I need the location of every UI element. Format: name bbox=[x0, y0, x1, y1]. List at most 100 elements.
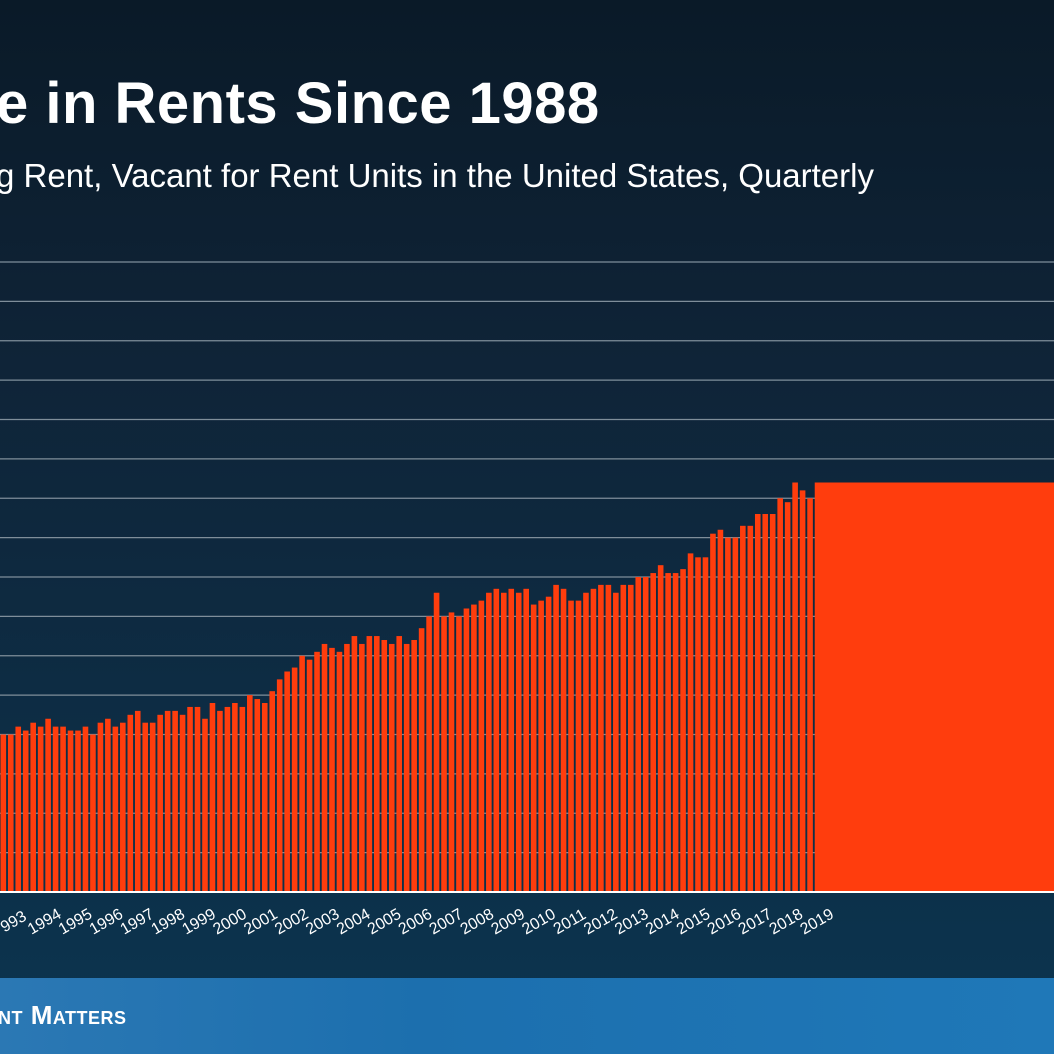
bar bbox=[590, 588, 597, 892]
bar bbox=[336, 651, 343, 892]
bar bbox=[45, 718, 51, 892]
chart-subtitle: g Rent, Vacant for Rent Units in the Uni… bbox=[0, 157, 874, 194]
bar bbox=[747, 525, 754, 892]
brand-logo-text: nt Matters bbox=[0, 1000, 127, 1030]
bar bbox=[209, 703, 216, 892]
bar bbox=[523, 588, 529, 892]
bar bbox=[695, 557, 701, 892]
bar bbox=[575, 600, 582, 892]
bar bbox=[82, 726, 89, 892]
chart-title: e in Rents Since 1988 bbox=[0, 71, 600, 136]
bar bbox=[762, 514, 769, 892]
bar bbox=[702, 557, 709, 892]
bar bbox=[441, 616, 447, 892]
bar bbox=[157, 714, 163, 892]
bar bbox=[680, 569, 686, 892]
bar bbox=[754, 514, 761, 892]
bar bbox=[500, 592, 507, 892]
footer-bar: nt Matters bbox=[0, 978, 1054, 1054]
bar bbox=[433, 592, 440, 892]
bar bbox=[344, 643, 350, 892]
bar bbox=[164, 710, 171, 892]
bar bbox=[568, 600, 574, 892]
bar bbox=[321, 643, 328, 892]
bar bbox=[60, 726, 66, 892]
bar bbox=[553, 584, 559, 892]
bar bbox=[120, 722, 126, 892]
bar bbox=[127, 714, 134, 892]
bar bbox=[777, 498, 783, 892]
bar bbox=[359, 643, 365, 892]
bar bbox=[388, 643, 395, 892]
bar bbox=[276, 679, 283, 892]
bar bbox=[717, 529, 724, 892]
bar bbox=[530, 604, 537, 892]
bar bbox=[605, 584, 612, 892]
bar bbox=[142, 722, 149, 892]
bar bbox=[239, 706, 246, 892]
bar bbox=[232, 703, 238, 892]
bar bbox=[515, 592, 522, 892]
bar bbox=[486, 592, 492, 892]
bar bbox=[545, 596, 552, 892]
bar bbox=[291, 667, 298, 892]
bar bbox=[299, 655, 305, 892]
bar bbox=[217, 710, 223, 892]
bar bbox=[687, 553, 694, 892]
bar bbox=[508, 588, 515, 892]
bar bbox=[194, 706, 201, 892]
bar bbox=[478, 600, 485, 892]
bar bbox=[381, 640, 388, 892]
bar bbox=[740, 525, 746, 892]
bar bbox=[22, 730, 29, 892]
bar bbox=[75, 730, 81, 892]
bar bbox=[97, 722, 104, 892]
bar bbox=[411, 640, 417, 892]
bar bbox=[598, 584, 604, 892]
bar bbox=[7, 734, 14, 892]
bar bbox=[635, 577, 642, 892]
bar bbox=[351, 636, 358, 892]
bar bbox=[732, 537, 739, 892]
bar bbox=[672, 573, 679, 892]
bar bbox=[30, 722, 36, 892]
bar bbox=[792, 482, 798, 892]
bar bbox=[807, 498, 813, 892]
bar bbox=[90, 734, 96, 892]
bar bbox=[560, 588, 567, 892]
bar-chart: 9931994199519961997199819992000200120022… bbox=[0, 261, 1054, 939]
x-tick-label: 2019 bbox=[797, 906, 836, 939]
x-tick-label: 993 bbox=[0, 908, 30, 936]
bar bbox=[37, 726, 44, 892]
bar bbox=[314, 651, 320, 892]
bar bbox=[456, 616, 462, 892]
bar bbox=[650, 573, 656, 892]
bar bbox=[247, 695, 253, 892]
bar bbox=[657, 565, 664, 892]
bar bbox=[306, 659, 313, 892]
bar bbox=[403, 643, 410, 892]
bar bbox=[493, 588, 500, 892]
bar bbox=[105, 718, 111, 892]
bar bbox=[224, 706, 231, 892]
bar bbox=[15, 726, 22, 892]
bar bbox=[52, 726, 59, 892]
bar bbox=[112, 726, 119, 892]
bar bbox=[583, 592, 589, 892]
bar bbox=[665, 573, 671, 892]
bar bbox=[134, 710, 141, 892]
bar bbox=[187, 706, 193, 892]
bar bbox=[448, 612, 455, 892]
bar bbox=[426, 616, 432, 892]
bar bbox=[627, 584, 634, 892]
bar bbox=[710, 533, 716, 892]
bar bbox=[374, 636, 380, 892]
bar bbox=[769, 514, 776, 892]
bar bbox=[799, 490, 806, 892]
bar bbox=[329, 647, 335, 892]
bar bbox=[0, 734, 7, 892]
bar bbox=[172, 710, 178, 892]
bar bbox=[471, 604, 477, 892]
bar bbox=[463, 608, 470, 892]
bar bbox=[202, 718, 208, 892]
